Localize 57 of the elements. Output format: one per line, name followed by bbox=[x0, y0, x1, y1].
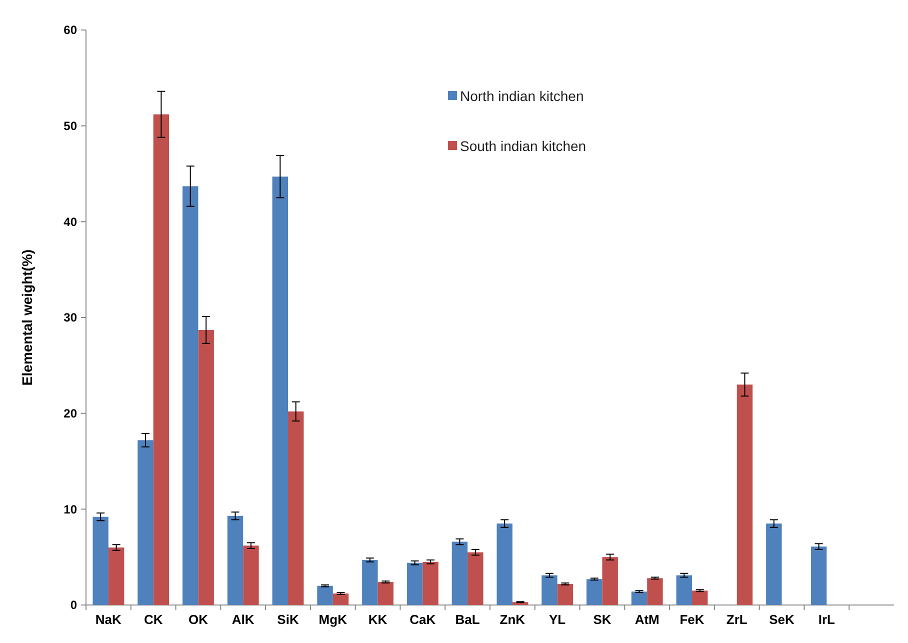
bar bbox=[92, 516, 108, 605]
bar bbox=[586, 579, 602, 605]
y-tick-label: 20 bbox=[64, 406, 78, 421]
y-tick-label: 10 bbox=[64, 502, 78, 516]
bar bbox=[227, 516, 244, 605]
bar bbox=[288, 411, 304, 605]
bar bbox=[647, 578, 663, 605]
x-tick-label: ZrL bbox=[726, 612, 748, 627]
bar bbox=[317, 586, 333, 605]
bar bbox=[138, 440, 154, 605]
x-tick-label: SK bbox=[593, 612, 612, 627]
y-tick-label: 30 bbox=[64, 310, 78, 325]
x-tick-label: OK bbox=[188, 612, 209, 627]
bar bbox=[631, 592, 648, 605]
x-tick-label: AlK bbox=[232, 612, 255, 627]
bar bbox=[422, 562, 438, 605]
bar bbox=[676, 575, 692, 605]
bar bbox=[243, 546, 259, 605]
bar bbox=[810, 546, 827, 605]
bar bbox=[468, 552, 484, 605]
x-tick-label: BaL bbox=[455, 612, 480, 627]
x-tick-label: ZnK bbox=[500, 612, 526, 627]
x-tick-label: SiK bbox=[277, 612, 300, 627]
bar bbox=[692, 590, 708, 605]
bar bbox=[362, 560, 378, 605]
legend-label: South indian kitchen bbox=[460, 138, 586, 154]
bar bbox=[153, 114, 170, 605]
bar bbox=[378, 582, 394, 605]
bar bbox=[496, 524, 512, 605]
bar bbox=[736, 384, 753, 605]
y-tick-label: 40 bbox=[64, 214, 78, 229]
y-tick-label: 60 bbox=[64, 23, 78, 38]
x-tick-label: CK bbox=[144, 612, 164, 627]
bar bbox=[766, 524, 782, 605]
x-tick-label: YL bbox=[549, 612, 566, 627]
x-tick-label: CaK bbox=[410, 612, 436, 627]
x-tick-label: KK bbox=[368, 612, 388, 627]
bar bbox=[272, 176, 288, 605]
bar bbox=[557, 584, 574, 605]
x-tick-label: SeK bbox=[769, 612, 796, 627]
x-tick-label: AtM bbox=[634, 612, 660, 627]
x-tick-label: IrL bbox=[818, 612, 836, 627]
y-tick-label: 0 bbox=[70, 598, 78, 612]
bar bbox=[452, 542, 468, 605]
bar bbox=[542, 575, 558, 605]
x-tick-label: NaK bbox=[95, 612, 122, 627]
bar bbox=[198, 330, 214, 605]
y-tick-label: 50 bbox=[64, 119, 78, 134]
legend-label: North indian kitchen bbox=[460, 88, 584, 104]
bar bbox=[406, 562, 423, 605]
bar bbox=[602, 557, 618, 605]
y-axis-title: Elemental weight(%) bbox=[19, 249, 35, 386]
bar bbox=[182, 186, 198, 605]
x-tick-label: FeK bbox=[680, 612, 705, 627]
bar bbox=[108, 548, 124, 605]
bar bbox=[332, 594, 349, 605]
x-tick-label: MgK bbox=[318, 612, 348, 627]
